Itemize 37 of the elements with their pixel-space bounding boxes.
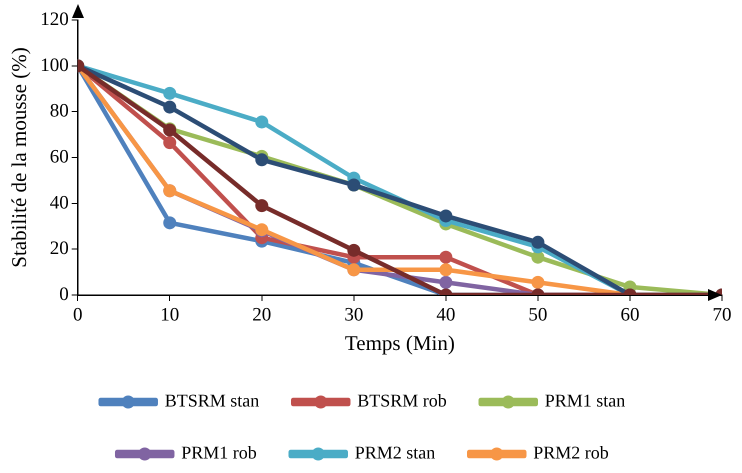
legend-label: PRM2 rob — [533, 442, 609, 463]
x-tick-label: 30 — [344, 304, 364, 326]
legend-label: BTSRM stan — [164, 390, 260, 411]
legend-label: PRM2 stan — [354, 442, 436, 463]
point — [163, 100, 176, 114]
point — [163, 216, 176, 230]
point — [163, 136, 176, 150]
x-tick-label: 0 — [72, 304, 82, 326]
point — [439, 209, 452, 222]
point — [439, 250, 452, 264]
point — [439, 263, 452, 276]
point — [255, 115, 268, 128]
legend-label: BTSRM rob — [357, 390, 447, 411]
y-axis-title: Stabilité de la mousse (%) — [7, 47, 32, 268]
y-tick-label: 80 — [50, 100, 69, 122]
point — [255, 199, 268, 212]
y-tick-label: 100 — [40, 54, 69, 76]
x-tick-label: 70 — [712, 304, 732, 326]
point — [531, 236, 544, 249]
x-axis-title: Temps (Min) — [344, 330, 455, 355]
point — [531, 276, 544, 289]
x-tick-label: 20 — [252, 304, 272, 326]
x-tick-label: 60 — [620, 304, 640, 326]
y-tick-label: 20 — [50, 238, 69, 260]
point — [439, 276, 452, 289]
y-tick-label: 0 — [59, 284, 69, 305]
point — [255, 153, 268, 166]
legend-label: PRM1 stan — [544, 390, 626, 411]
legend-label: PRM1 rob — [181, 442, 257, 463]
point — [163, 86, 176, 100]
point — [347, 244, 360, 257]
x-tick-label: 10 — [160, 304, 180, 326]
y-tick-label: 60 — [50, 146, 69, 168]
y-tick-label: 40 — [50, 192, 69, 214]
x-tick-label: 40 — [436, 304, 456, 326]
x-tick-label: 50 — [528, 304, 548, 326]
y-tick-label: 120 — [40, 8, 69, 30]
